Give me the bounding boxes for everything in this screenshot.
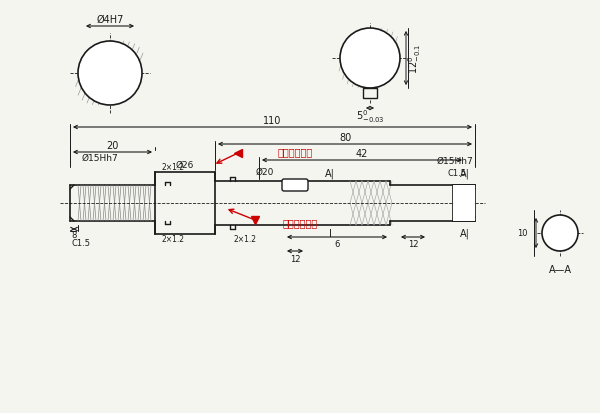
Text: Ø4H7: Ø4H7 — [97, 15, 124, 25]
Text: 2×1.2: 2×1.2 — [161, 235, 185, 244]
Text: C1.5: C1.5 — [72, 239, 91, 248]
Text: Ø20: Ø20 — [256, 167, 274, 176]
Text: A|: A| — [460, 228, 470, 239]
Text: 12: 12 — [408, 240, 418, 249]
Text: 2×1.2: 2×1.2 — [233, 235, 257, 244]
Circle shape — [78, 42, 142, 106]
Text: 长度尺寸基准: 长度尺寸基准 — [278, 147, 313, 157]
Text: A—A: A—A — [548, 264, 571, 274]
Text: 20: 20 — [106, 141, 119, 151]
Text: Ø26: Ø26 — [176, 160, 194, 169]
Text: 10: 10 — [517, 229, 528, 238]
Text: C1.5: C1.5 — [448, 169, 467, 178]
Text: 42: 42 — [356, 149, 368, 159]
Bar — [453, 185, 475, 221]
Text: I: I — [329, 228, 331, 238]
Bar — [363, 89, 377, 99]
Text: Ø15Hh7: Ø15Hh7 — [437, 156, 473, 165]
Text: $12^{0}_{-0.1}$: $12^{0}_{-0.1}$ — [407, 44, 424, 74]
Text: 12: 12 — [290, 254, 300, 263]
Text: 径向尺寸基准: 径向尺寸基准 — [283, 218, 317, 228]
Text: A|: A| — [325, 169, 335, 179]
Text: Ø15Hh7: Ø15Hh7 — [82, 153, 118, 162]
FancyBboxPatch shape — [282, 180, 308, 192]
Text: A|: A| — [460, 169, 470, 179]
Text: 80: 80 — [339, 133, 351, 142]
Circle shape — [340, 29, 400, 89]
Text: $5^{0}_{-0.03}$: $5^{0}_{-0.03}$ — [356, 108, 385, 125]
Text: 8: 8 — [71, 231, 77, 240]
Text: 110: 110 — [263, 116, 281, 126]
Circle shape — [542, 216, 578, 252]
Text: 6: 6 — [334, 240, 340, 249]
Text: 2×1.2: 2×1.2 — [161, 163, 185, 172]
